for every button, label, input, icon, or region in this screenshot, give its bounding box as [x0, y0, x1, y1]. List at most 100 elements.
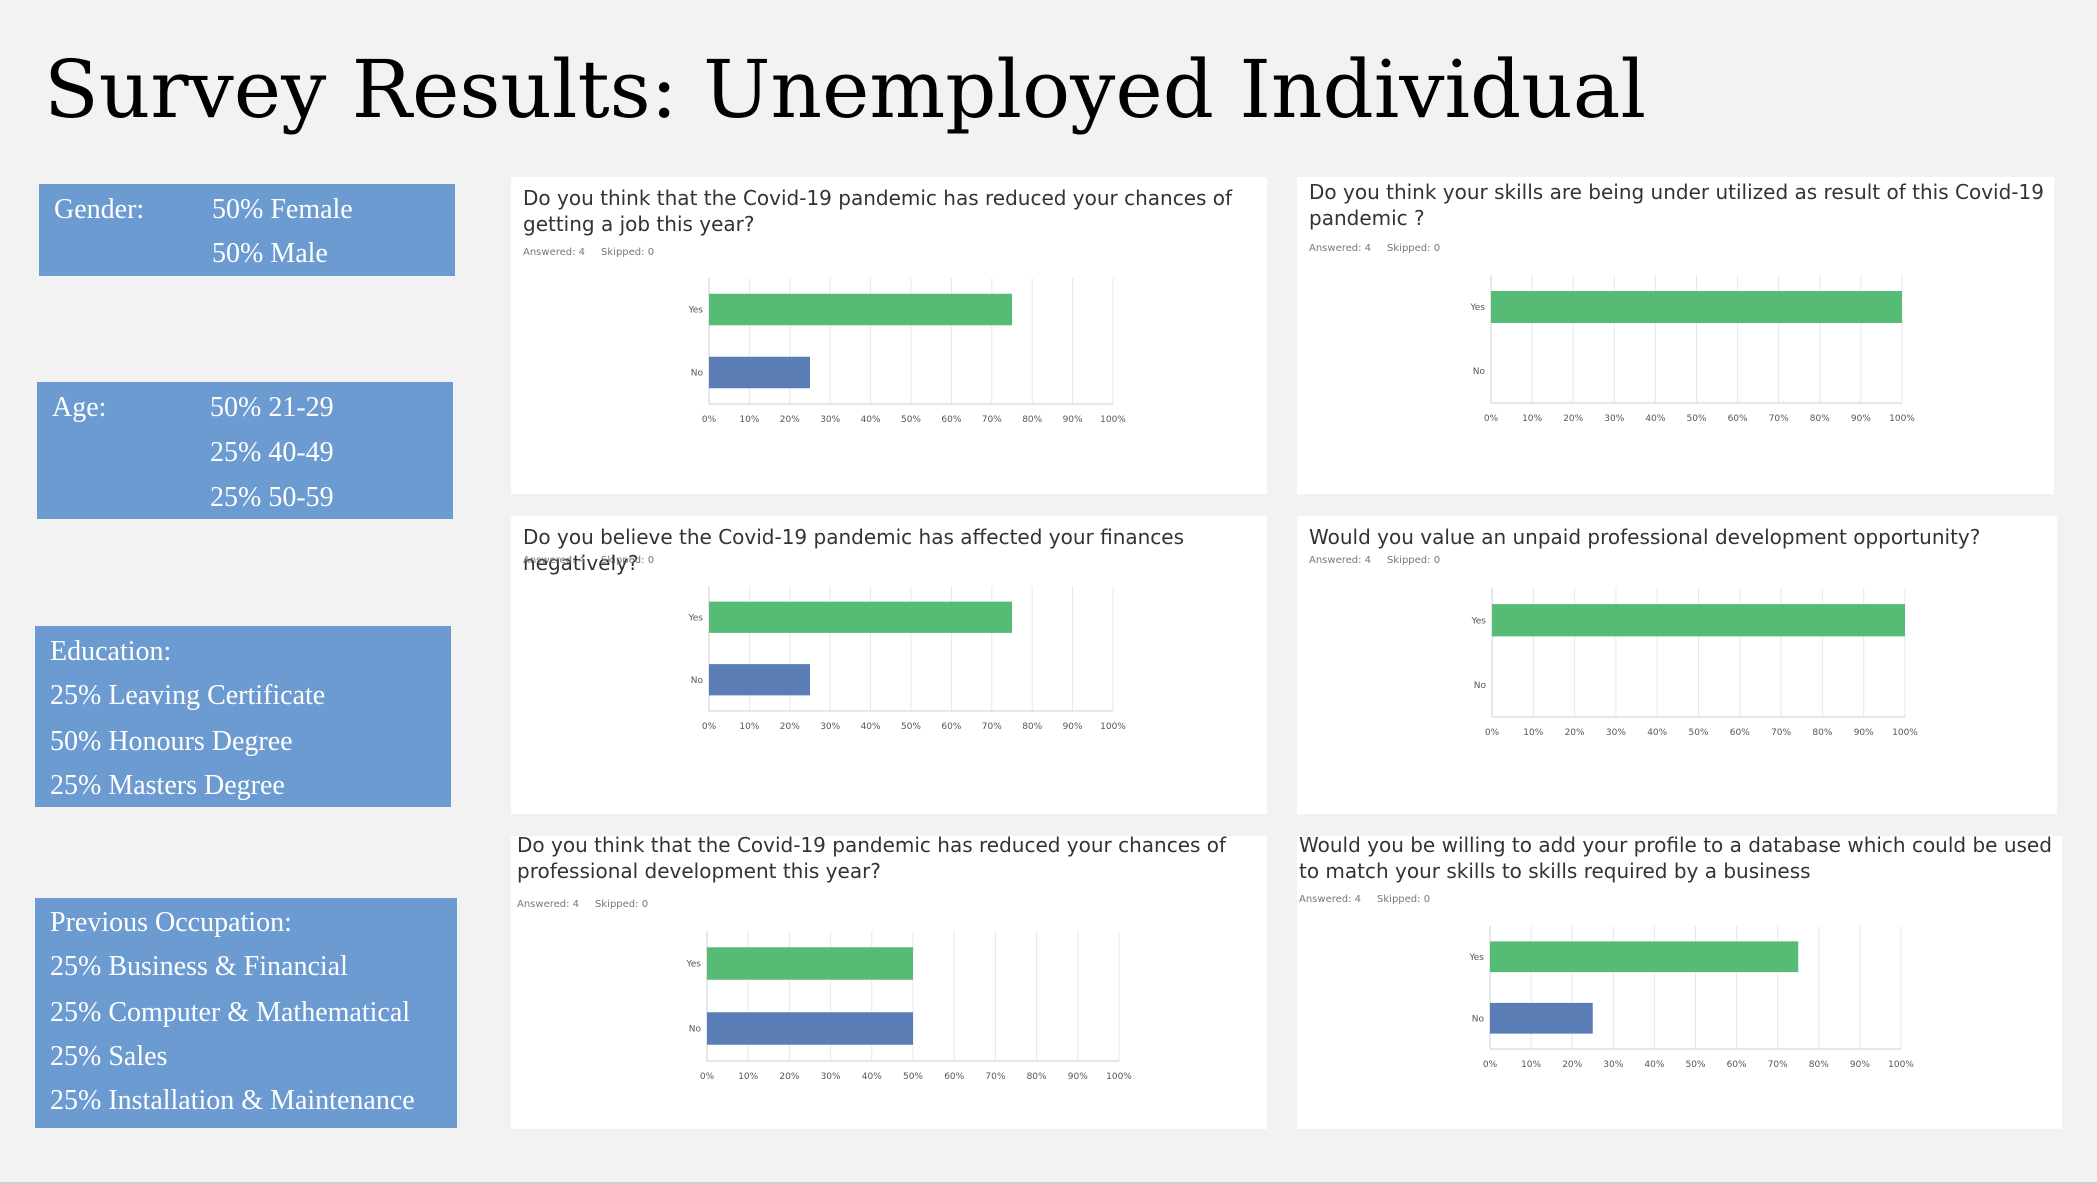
category-label: No: [1473, 367, 1486, 377]
tick-label: 60%: [1728, 414, 1748, 424]
tick-label: 60%: [1730, 728, 1750, 738]
tick-label: 80%: [1027, 1072, 1047, 1082]
tick-label: 60%: [1727, 1060, 1747, 1070]
bar-yes: [1490, 941, 1799, 973]
tick-label: 70%: [1771, 728, 1791, 738]
bar-chart: Yes No 0% 10% 20% 30% 40% 50% 60% 70% 80% 90% 100%: [687, 586, 1126, 732]
education-line: 25% Masters Degree: [50, 770, 285, 801]
chart-meta: Answered: 4 Skipped: 0: [517, 899, 648, 910]
tick-label: 100%: [1889, 414, 1915, 424]
age-value: 25% 40-49: [210, 437, 334, 468]
gender-value: 50% Female: [212, 194, 353, 225]
chart-panel-5: Do you think that the Covid-19 pandemic …: [511, 833, 1267, 1129]
tick-label: 100%: [1106, 1072, 1132, 1082]
chart-question: Would you value an unpaid professional d…: [1309, 525, 1981, 549]
answered-count: Answered: 4: [523, 247, 586, 258]
category-label: Yes: [687, 306, 703, 316]
tick-label: 80%: [1022, 722, 1042, 732]
chart-panel-2: Do you think your skills are being under…: [1297, 177, 2054, 494]
tick-label: 20%: [780, 722, 800, 732]
tick-label: 20%: [1565, 728, 1585, 738]
bar-chart: Yes No 0% 10% 20% 30% 40% 50% 60% 70% 80% 90% 100%: [685, 931, 1132, 1082]
tick-label: 80%: [1022, 415, 1042, 425]
tick-label: 60%: [944, 1072, 964, 1082]
answered-count: Answered: 4: [523, 555, 586, 566]
tick-label: 40%: [1645, 414, 1665, 424]
tick-label: 90%: [1850, 1060, 1870, 1070]
tick-label: 90%: [1063, 415, 1083, 425]
tick-label: 50%: [1686, 414, 1706, 424]
tick-label: 70%: [985, 1072, 1005, 1082]
skipped-count: Skipped: 0: [601, 247, 655, 258]
bar-yes: [1491, 291, 1902, 323]
tick-label: 70%: [982, 415, 1002, 425]
tick-label: 0%: [702, 722, 717, 732]
skipped-count: Skipped: 0: [595, 899, 649, 910]
occupation-line: 25% Business & Financial: [50, 951, 348, 982]
bar-no: [709, 356, 810, 389]
tick-label: 10%: [1522, 414, 1542, 424]
chart-panel-3: Do you believe the Covid-19 pandemic has…: [511, 516, 1267, 814]
tick-label: 50%: [1688, 728, 1708, 738]
bar-chart: Yes No 0% 10% 20% 30% 40% 50% 60% 70% 80% 90% 100%: [1469, 275, 1915, 424]
tick-label: 50%: [1685, 1060, 1705, 1070]
bar-yes: [709, 601, 1012, 633]
tick-label: 10%: [739, 722, 759, 732]
tick-label: 100%: [1892, 728, 1918, 738]
category-label: No: [1474, 681, 1487, 691]
tick-label: 30%: [820, 722, 840, 732]
tick-label: 50%: [901, 722, 921, 732]
tick-label: 90%: [1854, 728, 1874, 738]
answered-count: Answered: 4: [1309, 555, 1372, 566]
tick-label: 70%: [1768, 1060, 1788, 1070]
age-value: 25% 50-59: [210, 482, 334, 513]
chart-meta: Answered: 4 Skipped: 0: [523, 555, 654, 566]
tick-label: 0%: [700, 1072, 715, 1082]
tick-label: 30%: [1604, 414, 1624, 424]
tick-label: 100%: [1100, 722, 1126, 732]
tick-label: 30%: [1603, 1060, 1623, 1070]
tick-label: 40%: [861, 722, 881, 732]
category-label: Yes: [685, 960, 701, 970]
tick-label: 30%: [820, 415, 840, 425]
chart-question: Would you be willing to add your profile…: [1299, 833, 2052, 883]
occupation-line: 25% Sales: [50, 1041, 168, 1072]
tick-label: 20%: [1562, 1060, 1582, 1070]
tick-label: 90%: [1851, 414, 1871, 424]
tick-label: 10%: [1523, 728, 1543, 738]
skipped-count: Skipped: 0: [1387, 243, 1441, 254]
category-label: No: [689, 1025, 702, 1035]
bar-no: [709, 664, 810, 696]
education-box: Education: 25% Leaving Certificate 50% H…: [35, 626, 451, 807]
tick-label: 90%: [1068, 1072, 1088, 1082]
tick-label: 30%: [821, 1072, 841, 1082]
tick-label: 70%: [982, 722, 1002, 732]
category-label: No: [691, 676, 704, 686]
category-label: Yes: [687, 613, 703, 623]
education-line: 25% Leaving Certificate: [50, 680, 326, 711]
age-value: 50% 21-29: [210, 392, 334, 423]
skipped-count: Skipped: 0: [1387, 555, 1441, 566]
tick-label: 60%: [941, 722, 961, 732]
tick-label: 80%: [1812, 728, 1832, 738]
divider: [0, 1182, 2097, 1184]
chart-panel-6: Would you be willing to add your profile…: [1297, 833, 2062, 1129]
skipped-count: Skipped: 0: [1377, 894, 1431, 905]
tick-label: 50%: [901, 415, 921, 425]
tick-label: 30%: [1606, 728, 1626, 738]
tick-label: 0%: [702, 415, 717, 425]
bar-chart: Yes No 0% 10% 20% 30% 40% 50% 60% 70% 80% 90% 100%: [1468, 926, 1914, 1070]
category-label: Yes: [1469, 303, 1485, 313]
chart-question: Do you think that the Covid-19 pandemic …: [523, 186, 1233, 236]
age-box: Age: 50% 21-29 25% 40-49 25% 50-59: [37, 382, 453, 519]
age-label: Age:: [52, 392, 107, 423]
bar-chart: Yes No 0% 10% 20% 30% 40% 50% 60% 70% 80% 90% 100%: [1470, 588, 1918, 738]
occupation-line: Previous Occupation:: [50, 907, 292, 938]
occupation-line: 25% Installation & Maintenance: [50, 1085, 415, 1116]
bar-chart: Yes No 0% 10% 20% 30% 40% 50% 60% 70% 80% 90% 100%: [687, 278, 1126, 425]
tick-label: 50%: [903, 1072, 923, 1082]
tick-label: 0%: [1485, 728, 1500, 738]
bar-yes: [1492, 604, 1905, 637]
tick-label: 70%: [1769, 414, 1789, 424]
page-title: Survey Results: Unemployed Individual: [44, 43, 1647, 136]
